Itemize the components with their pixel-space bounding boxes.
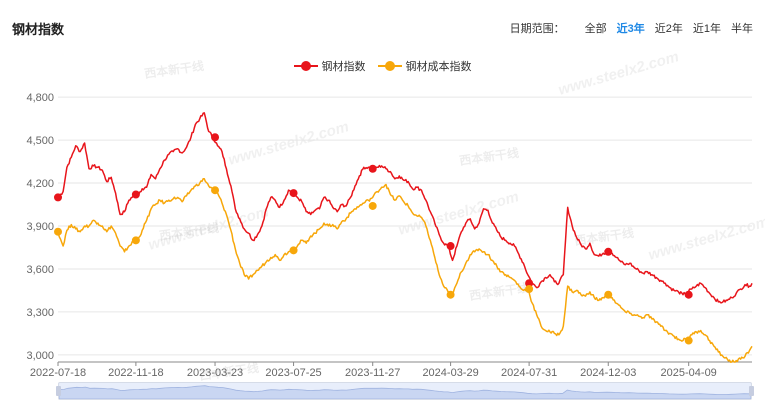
data-point-cost-index [525,284,534,293]
y-tick-label: 3,000 [26,350,54,362]
slider-preview [59,385,751,399]
slider-handle-right[interactable] [749,386,754,396]
x-tick-label: 2024-12-03 [580,367,636,379]
legend-swatch-cost-index [377,61,402,71]
watermark-brand-text: 西本新干线 [143,58,205,81]
slider-preview-area [59,385,751,399]
x-tick-label: 2022-07-18 [30,367,86,379]
data-point-steel-index [131,190,140,199]
data-point-steel-index [446,242,455,251]
legend-swatch-steel-index [293,61,318,71]
x-tick-label: 2023-11-27 [345,367,400,379]
x-tick-label: 2023-07-25 [265,367,321,379]
data-point-steel-index [604,247,613,256]
x-tick-label: 2023-03-23 [187,367,243,379]
watermark-layer: www.steelx2.com www.steelx2.com www.steelx… [143,48,765,383]
watermark-url-text: www.steelx2.com [556,48,680,99]
data-point-cost-index [684,336,693,345]
grid-lines [58,96,752,356]
data-point-cost-index [604,290,613,299]
data-point-cost-index [211,186,220,195]
data-point-steel-index [525,279,534,288]
x-tick-label: 2022-11-18 [108,367,163,379]
data-point-steel-index [684,290,693,299]
range-button-all[interactable]: 全部 [584,23,607,35]
watermark-brand-text: 西本新干线 [573,225,635,248]
watermark-url-text: www.steelx2.com [226,118,350,169]
range-button-2y[interactable]: 近2年 [654,23,683,35]
data-point-cost-index [54,227,62,236]
legend-label-cost-index: 钢材成本指数 [405,61,472,73]
legend-label-steel-index: 钢材指数 [321,61,366,73]
y-tick-label: 4,800 [26,92,54,104]
data-point-cost-index [368,201,377,210]
date-range-selector: 日期范围： 全部 近3年 近2年 近1年 半年 [510,20,753,36]
watermark-url-text: www.steelx2.com [646,213,765,264]
data-point-steel-index [54,193,62,202]
range-button-half-year[interactable]: 半年 [731,23,753,35]
range-button-3y[interactable]: 近3年 [616,23,645,35]
series-line-cost-index [57,177,753,363]
data-point-steel-index [368,164,377,173]
data-point-cost-index [446,290,455,299]
y-tick-label: 4,200 [26,178,54,190]
date-range-label: 日期范围： [509,23,565,35]
data-point-cost-index [131,236,140,245]
x-tick-label: 2025-04-09 [661,367,717,379]
data-point-steel-index [211,133,220,142]
y-tick-label: 3,600 [26,264,54,276]
y-tick-label: 3,900 [26,221,54,233]
x-tick-label: 2024-03-29 [422,367,478,379]
data-point-cost-index [289,246,298,255]
range-button-1y[interactable]: 近1年 [692,23,721,35]
data-point-steel-index [289,189,298,198]
y-tick-label: 3,300 [26,307,54,319]
chart-legend: 钢材指数 钢材成本指数 [0,58,765,74]
x-axis: 2022-07-18 2022-11-18 2023-03-23 2023-07-25… [30,361,752,379]
legend-item-steel-index[interactable]: 钢材指数 [293,58,366,74]
watermark-url-text: www.steelx2.com [396,188,520,239]
y-axis: 3,000 3,300 3,600 3,900 4,200 4,500 4,800 [26,92,54,362]
series-line-steel-index [57,112,753,304]
series-layer [54,112,753,363]
slider-handle-left[interactable] [56,386,61,396]
legend-item-cost-index[interactable]: 钢材成本指数 [377,58,472,74]
watermark-brand-text: 西本新干线 [458,145,520,168]
watermark-brand-text: 西本新干线 [468,280,530,303]
zoom-slider[interactable] [56,382,754,400]
page-title: 钢材指数 [12,22,65,37]
y-tick-label: 4,500 [26,135,54,147]
x-tick-label: 2024-07-31 [501,367,557,379]
